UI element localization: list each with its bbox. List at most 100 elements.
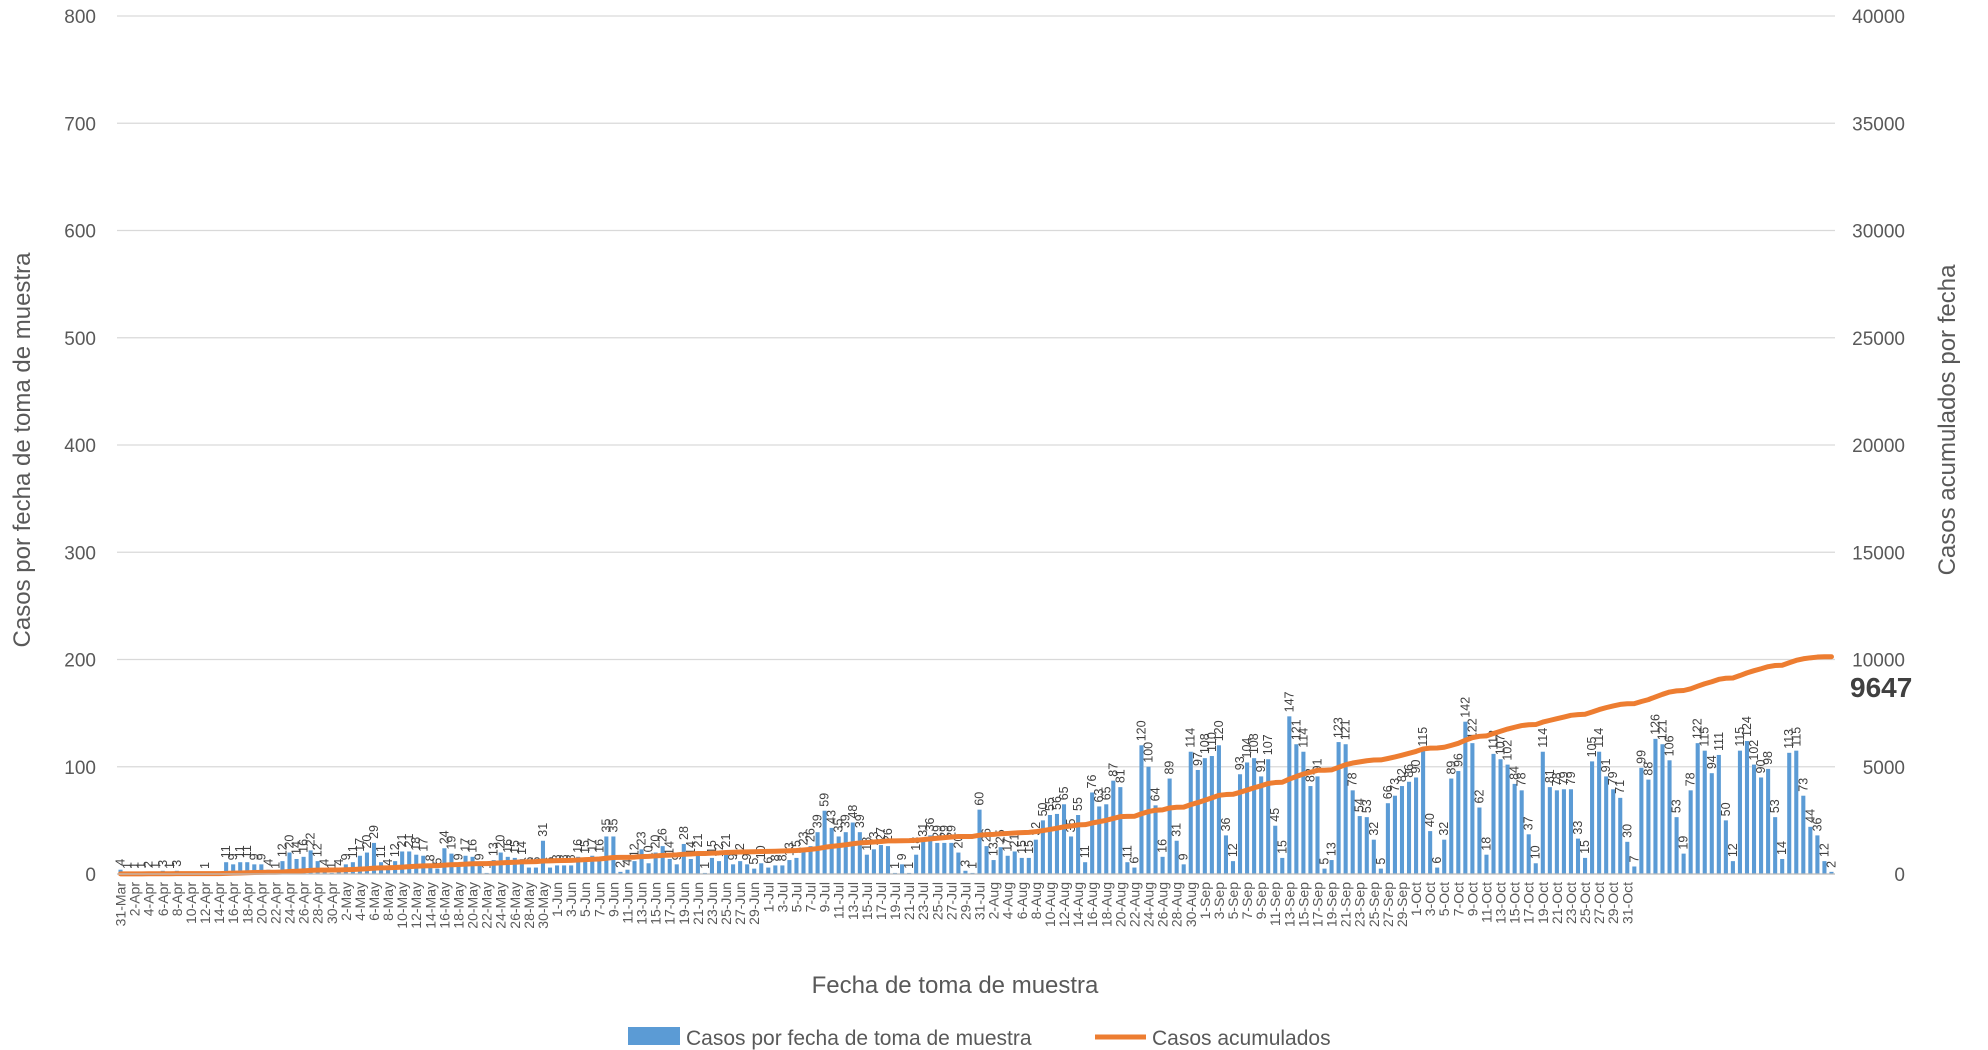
bar-data-label: 89 [1163, 761, 1177, 775]
bar-data-label: 5 [1318, 858, 1332, 865]
bar-data-label: 11 [233, 845, 247, 858]
bar-data-label: 31 [536, 823, 550, 837]
bar-data-label: 11 [1078, 845, 1092, 858]
bar [315, 861, 320, 874]
bar-data-label: 79 [1557, 771, 1571, 785]
x-tick-label: 8-Apr [169, 882, 185, 917]
bar [547, 867, 553, 874]
bar-data-label: 64 [1149, 787, 1163, 801]
y-tick-label: 600 [64, 222, 96, 243]
bar-data-label: 20 [649, 835, 663, 849]
bar-data-label: 93 [1233, 756, 1247, 770]
bar-data-label: 53 [1670, 799, 1684, 813]
bar [900, 864, 905, 874]
y2-tick-label: 25000 [1852, 329, 1905, 350]
bar [780, 865, 785, 874]
y-tick-label: 500 [64, 329, 96, 350]
bar-data-label: 31 [916, 823, 930, 837]
bar-data-label: 15 [1578, 840, 1592, 854]
bar-data-label: 121 [1655, 719, 1669, 740]
y2-tick-label: 0 [1894, 865, 1905, 886]
bar [998, 847, 1003, 874]
bar-data-label: 1 [698, 862, 712, 869]
x-tick-label: 23-Jun [704, 882, 720, 925]
y2-tick-label: 40000 [1852, 7, 1905, 28]
bar-data-label: 50 [1036, 802, 1050, 816]
bar [1357, 816, 1362, 874]
bar [1153, 805, 1158, 874]
y-tick-label: 100 [64, 758, 96, 779]
bar-data-label: 81 [1543, 769, 1557, 783]
x-tick-label: 11-Jul [831, 882, 847, 919]
bar [1259, 776, 1264, 874]
x-tick-label: 16-Aug [1084, 882, 1100, 927]
bar [1561, 789, 1566, 874]
bar [1364, 817, 1369, 874]
y-tick-label: 300 [64, 543, 96, 564]
bar [942, 842, 947, 874]
bar [639, 849, 644, 874]
x-tick-label: 25-Sep [1366, 882, 1382, 927]
bar-data-label: 24 [437, 830, 451, 844]
bar [1590, 761, 1595, 874]
x-tick-label: 31-Mar [113, 882, 129, 927]
bar [1090, 792, 1095, 874]
bar-data-label: 114 [1536, 728, 1550, 748]
x-tick-label: 18-May [450, 882, 466, 929]
x-tick-label: 30-May [535, 882, 551, 929]
bar [1653, 738, 1658, 874]
bar-data-label: 1 [268, 862, 282, 869]
bar [1512, 783, 1517, 874]
bar-data-label: 31 [1170, 823, 1184, 837]
bar-data-label: 4 [318, 859, 332, 866]
x-tick-label: 17-Jul [873, 882, 889, 920]
y-tick-label: 200 [64, 651, 96, 672]
bar-data-label: 36 [923, 817, 937, 831]
x-tick-label: 30-Apr [324, 882, 340, 924]
bar-data-label: 105 [1585, 736, 1599, 757]
bar [829, 827, 834, 874]
bar-data-label: 121 [1339, 719, 1353, 740]
bar [1646, 779, 1651, 874]
bar [477, 864, 482, 874]
bar-data-label: 20 [360, 835, 374, 849]
bar [505, 856, 510, 874]
bar-data-label: 113 [1782, 729, 1796, 749]
bar [1583, 857, 1588, 874]
x-tick-label: 27-Jun [732, 882, 748, 925]
x-tick-label: 6-Aug [1014, 882, 1030, 919]
bar [519, 858, 524, 874]
x-tick-label: 3-Jun [563, 882, 579, 917]
x-tick-label: 7-Oct [1450, 882, 1466, 916]
x-tick-label: 25-Oct [1577, 882, 1593, 924]
bar-data-label: 9 [451, 853, 465, 860]
bar-data-label: 16 [571, 839, 585, 853]
bar-data-label: 107 [1261, 734, 1275, 755]
bar-data-label: 11 [374, 845, 388, 858]
bar-data-label: 14 [1775, 841, 1789, 855]
x-tick-label: 27-Jul [943, 882, 959, 920]
x-tick-label: 14-Apr [211, 882, 227, 924]
bar [963, 870, 968, 874]
x-tick-label: 13-Jul [845, 882, 861, 920]
bar [878, 845, 883, 874]
bar [1083, 862, 1088, 874]
bar-data-label: 17 [1001, 838, 1015, 852]
bar [576, 856, 581, 874]
bar-data-label: 17 [585, 838, 599, 852]
x-tick-label: 25-Jul [929, 882, 945, 920]
bar-data-label: 37 [1522, 816, 1536, 830]
bar [801, 849, 806, 874]
bar [1575, 838, 1581, 874]
bar [1216, 745, 1221, 874]
x-tick-label: 4-Apr [141, 882, 157, 917]
bar-data-label: 13 [987, 842, 1001, 856]
bar [1491, 753, 1496, 874]
x-tick-label: 9-Jun [605, 882, 621, 917]
bar [688, 858, 693, 874]
bar [1125, 862, 1130, 874]
bar-data-label: 55 [1043, 797, 1057, 811]
bar-data-label: 21 [719, 834, 733, 848]
bar-data-label: 108 [1198, 733, 1212, 754]
bar [1808, 826, 1813, 874]
